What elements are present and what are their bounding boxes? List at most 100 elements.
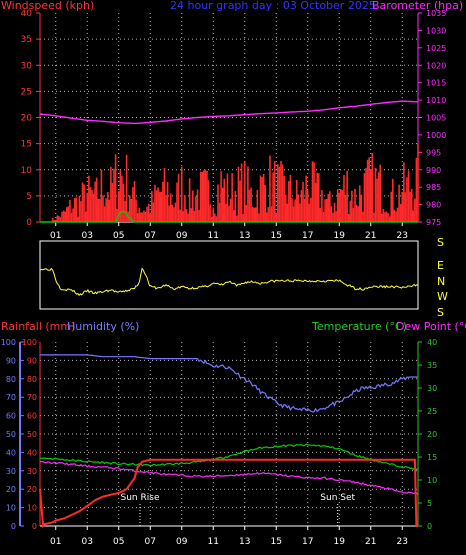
- rainfall-tick-label: 40: [27, 448, 37, 457]
- windspeed-tick-label: 0: [26, 218, 32, 228]
- sun-set-label: Sun Set: [320, 493, 355, 503]
- temperature-tick-label: 40: [427, 338, 437, 347]
- humidity-tick-label: 30: [6, 467, 16, 476]
- temperature-series: [40, 443, 419, 471]
- humidity-tick-label: 60: [6, 412, 16, 421]
- rainfall-tick-label: 30: [27, 467, 37, 476]
- x-tick-label: 11: [208, 537, 219, 547]
- direction-label-s: S: [437, 306, 444, 319]
- windspeed-tick-label: 5: [26, 192, 32, 202]
- barometer-tick-label: 1025: [426, 44, 446, 53]
- wind-baro-chart: 0510152025303540975980985990995100010051…: [21, 9, 447, 241]
- x-tick-label: 05: [113, 537, 124, 547]
- windspeed-tick-label: 35: [21, 35, 32, 45]
- rainfall-tick-label: 0: [32, 522, 37, 531]
- temperature-tick-label: 35: [427, 361, 437, 370]
- sun-rise-label: Sun Rise: [121, 493, 160, 503]
- humidity-tick-label: 0: [11, 522, 16, 531]
- temperature-tick-label: 20: [427, 430, 437, 439]
- humidity-tick-label: 100: [1, 338, 16, 347]
- x-tick-label: 03: [82, 537, 93, 547]
- humidity-tick-label: 50: [6, 430, 16, 439]
- direction-label-e: E: [437, 259, 444, 272]
- barometer-series: [39, 100, 419, 125]
- windspeed-series: [50, 143, 419, 222]
- barometer-tick-label: 1000: [426, 131, 446, 140]
- rainfall-tick-label: 10: [27, 504, 37, 513]
- barometer-tick-label: 975: [426, 218, 441, 227]
- windspeed-tick-label: 40: [21, 9, 33, 19]
- temperature-tick-label: 10: [427, 476, 437, 485]
- humidity-tick-label: 70: [6, 393, 16, 402]
- barometer-tick-label: 985: [426, 183, 441, 192]
- barometer-tick-label: 1030: [426, 26, 446, 35]
- humidity-tick-label: 80: [6, 375, 16, 384]
- rainfall-tick-label: 50: [27, 430, 37, 439]
- x-tick-label: 19: [334, 231, 346, 241]
- temperature-tick-label: 15: [427, 453, 437, 462]
- rainfall-axis-label: Rainfall (mm): [1, 320, 75, 333]
- windspeed-tick-label: 25: [21, 87, 32, 97]
- temperature-axis-label: Temperature (°C): [311, 320, 407, 333]
- x-tick-label: 17: [302, 231, 313, 241]
- direction-label-s: S: [437, 236, 444, 249]
- rain-humidity-temp-chart: 0102030405060708090100010203040506070809…: [1, 338, 437, 547]
- x-tick-label: 01: [50, 537, 61, 547]
- rainfall-tick-label: 90: [27, 356, 37, 365]
- temperature-tick-label: 5: [427, 499, 432, 508]
- x-tick-label: 15: [271, 231, 282, 241]
- direction-label-w: W: [437, 290, 448, 303]
- x-tick-label: 23: [397, 231, 408, 241]
- x-tick-label: 21: [365, 537, 376, 547]
- barometer-tick-label: 1035: [426, 9, 446, 18]
- humidity-axis-label: Humidity (%): [67, 320, 139, 333]
- x-tick-label: 23: [397, 537, 408, 547]
- direction-label-n: N: [437, 275, 445, 288]
- x-tick-label: 11: [208, 231, 219, 241]
- wind-direction-series: [39, 267, 419, 297]
- barometer-tick-label: 980: [426, 201, 441, 210]
- x-tick-label: 21: [365, 231, 376, 241]
- barometer-tick-label: 1005: [426, 114, 446, 123]
- windspeed-axis-label: Windspeed (kph): [1, 0, 94, 12]
- x-tick-label: 13: [239, 231, 250, 241]
- humidity-tick-label: 10: [6, 504, 16, 513]
- rainfall-tick-label: 70: [27, 393, 37, 402]
- barometer-tick-label: 995: [426, 148, 441, 157]
- temperature-tick-label: 30: [427, 384, 437, 393]
- windspeed-tick-label: 30: [21, 61, 33, 71]
- x-tick-label: 03: [82, 231, 93, 241]
- barometer-tick-label: 1010: [426, 96, 446, 105]
- humidity-series: [40, 354, 418, 413]
- windspeed-tick-label: 15: [21, 140, 32, 150]
- x-tick-label: 07: [145, 231, 156, 241]
- chart-title: 24 hour graph day : 03 October 2025: [170, 0, 376, 12]
- humidity-tick-label: 90: [6, 356, 16, 365]
- humidity-tick-label: 20: [6, 485, 16, 494]
- rainfall-tick-label: 100: [22, 338, 37, 347]
- x-tick-label: 19: [334, 537, 346, 547]
- rainfall-tick-label: 20: [27, 485, 37, 494]
- temperature-tick-label: 0: [427, 522, 432, 531]
- windspeed-tick-label: 10: [21, 166, 33, 176]
- barometer-tick-label: 1020: [426, 61, 446, 70]
- barometer-tick-label: 990: [426, 166, 441, 175]
- barometer-tick-label: 1015: [426, 79, 446, 88]
- x-tick-label: 13: [239, 537, 250, 547]
- windspeed-tick-label: 20: [21, 114, 33, 124]
- dewpoint-series: [40, 461, 419, 495]
- x-tick-label: 01: [50, 231, 61, 241]
- rainfall-tick-label: 80: [27, 375, 37, 384]
- x-tick-label: 15: [271, 537, 282, 547]
- direction-frame: [39, 240, 419, 310]
- rainfall-tick-label: 60: [27, 412, 37, 421]
- rainfall-series: [39, 458, 418, 529]
- x-tick-label: 17: [302, 537, 313, 547]
- x-tick-label: 07: [145, 537, 156, 547]
- x-tick-label: 05: [113, 231, 124, 241]
- humidity-tick-label: 40: [6, 448, 16, 457]
- gust-average-series: [40, 210, 418, 223]
